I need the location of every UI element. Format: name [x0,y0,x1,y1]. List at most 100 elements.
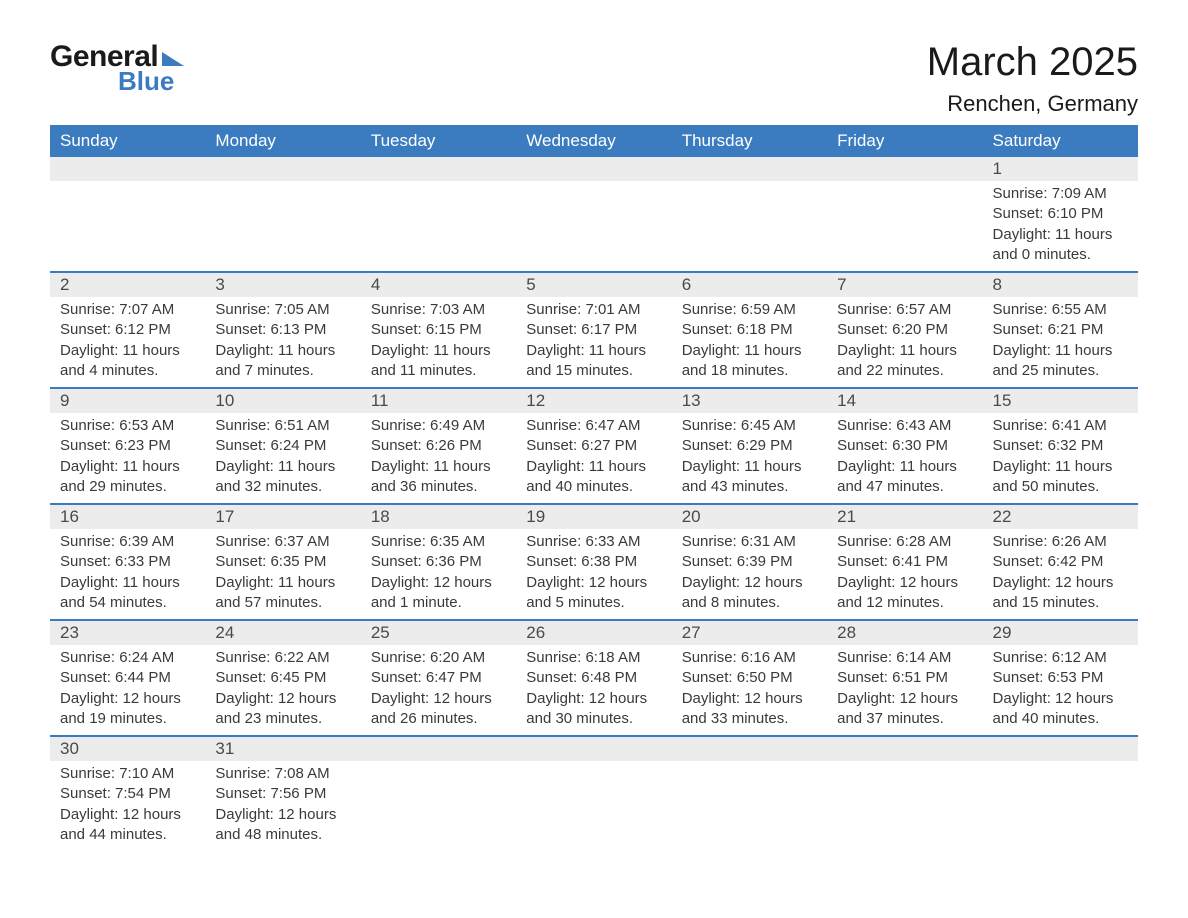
day-info [672,761,827,851]
day-info: Sunrise: 6:20 AMSunset: 6:47 PMDaylight:… [361,645,516,736]
sunset-line: Sunset: 6:36 PM [371,552,506,572]
daylight-line: Daylight: 11 hours and 4 minutes. [60,341,195,382]
sunset-line: Sunset: 6:20 PM [837,320,972,340]
sunrise-line: Sunrise: 6:53 AM [60,416,195,436]
sunset-line: Sunset: 6:41 PM [837,552,972,572]
sunrise-line: Sunrise: 7:03 AM [371,300,506,320]
sunset-line: Sunset: 6:27 PM [526,436,661,456]
daylight-line: Daylight: 11 hours and 7 minutes. [215,341,350,382]
sunset-line: Sunset: 6:39 PM [682,552,817,572]
daylight-line: Daylight: 11 hours and 15 minutes. [526,341,661,382]
day-info: Sunrise: 7:10 AMSunset: 7:54 PMDaylight:… [50,761,205,851]
sunrise-line: Sunrise: 6:26 AM [993,532,1128,552]
day-info: Sunrise: 6:37 AMSunset: 6:35 PMDaylight:… [205,529,360,620]
day-info-row: Sunrise: 7:07 AMSunset: 6:12 PMDaylight:… [50,297,1138,388]
sunset-line: Sunset: 6:42 PM [993,552,1128,572]
day-info [50,181,205,272]
sunrise-line: Sunrise: 7:07 AM [60,300,195,320]
day-info: Sunrise: 6:33 AMSunset: 6:38 PMDaylight:… [516,529,671,620]
sunrise-line: Sunrise: 6:39 AM [60,532,195,552]
day-number: 30 [50,736,205,761]
day-number [827,157,982,181]
sunset-line: Sunset: 6:44 PM [60,668,195,688]
sunset-line: Sunset: 6:51 PM [837,668,972,688]
daylight-line: Daylight: 12 hours and 23 minutes. [215,689,350,730]
day-info-row: Sunrise: 6:53 AMSunset: 6:23 PMDaylight:… [50,413,1138,504]
sunset-line: Sunset: 6:10 PM [993,204,1128,224]
brand-triangle-icon [162,52,184,66]
sunset-line: Sunset: 6:47 PM [371,668,506,688]
sunrise-line: Sunrise: 6:33 AM [526,532,661,552]
day-number [516,736,671,761]
day-number: 24 [205,620,360,645]
calendar-table: Sunday Monday Tuesday Wednesday Thursday… [50,125,1138,851]
col-monday: Monday [205,125,360,157]
location: Renchen, Germany [927,91,1138,117]
sunrise-line: Sunrise: 6:22 AM [215,648,350,668]
day-info: Sunrise: 6:41 AMSunset: 6:32 PMDaylight:… [983,413,1138,504]
sunset-line: Sunset: 6:13 PM [215,320,350,340]
day-number [672,157,827,181]
day-number-row: 9101112131415 [50,388,1138,413]
daylight-line: Daylight: 11 hours and 36 minutes. [371,457,506,498]
day-info: Sunrise: 7:07 AMSunset: 6:12 PMDaylight:… [50,297,205,388]
day-info: Sunrise: 6:45 AMSunset: 6:29 PMDaylight:… [672,413,827,504]
brand-logo: General Blue [50,40,184,97]
day-info: Sunrise: 7:08 AMSunset: 7:56 PMDaylight:… [205,761,360,851]
day-info: Sunrise: 6:47 AMSunset: 6:27 PMDaylight:… [516,413,671,504]
day-number: 11 [361,388,516,413]
day-info: Sunrise: 6:35 AMSunset: 6:36 PMDaylight:… [361,529,516,620]
daylight-line: Daylight: 11 hours and 54 minutes. [60,573,195,614]
sunrise-line: Sunrise: 6:55 AM [993,300,1128,320]
day-info: Sunrise: 6:16 AMSunset: 6:50 PMDaylight:… [672,645,827,736]
day-info [827,181,982,272]
day-info [516,181,671,272]
sunrise-line: Sunrise: 6:59 AM [682,300,817,320]
sunrise-line: Sunrise: 7:10 AM [60,764,195,784]
day-info: Sunrise: 6:24 AMSunset: 6:44 PMDaylight:… [50,645,205,736]
day-info: Sunrise: 6:39 AMSunset: 6:33 PMDaylight:… [50,529,205,620]
sunrise-line: Sunrise: 7:01 AM [526,300,661,320]
sunrise-line: Sunrise: 7:09 AM [993,184,1128,204]
day-info [361,761,516,851]
daylight-line: Daylight: 12 hours and 8 minutes. [682,573,817,614]
day-number: 10 [205,388,360,413]
day-info: Sunrise: 6:57 AMSunset: 6:20 PMDaylight:… [827,297,982,388]
sunset-line: Sunset: 6:32 PM [993,436,1128,456]
daylight-line: Daylight: 12 hours and 37 minutes. [837,689,972,730]
sunrise-line: Sunrise: 6:24 AM [60,648,195,668]
daylight-line: Daylight: 11 hours and 43 minutes. [682,457,817,498]
day-number: 9 [50,388,205,413]
day-number: 19 [516,504,671,529]
sunset-line: Sunset: 6:26 PM [371,436,506,456]
day-number-row: 3031 [50,736,1138,761]
day-number: 17 [205,504,360,529]
day-number-row: 23242526272829 [50,620,1138,645]
day-info: Sunrise: 6:18 AMSunset: 6:48 PMDaylight:… [516,645,671,736]
daylight-line: Daylight: 11 hours and 25 minutes. [993,341,1128,382]
day-info [205,181,360,272]
day-info: Sunrise: 6:31 AMSunset: 6:39 PMDaylight:… [672,529,827,620]
col-sunday: Sunday [50,125,205,157]
day-number: 21 [827,504,982,529]
daylight-line: Daylight: 11 hours and 11 minutes. [371,341,506,382]
sunrise-line: Sunrise: 7:08 AM [215,764,350,784]
sunset-line: Sunset: 6:50 PM [682,668,817,688]
col-saturday: Saturday [983,125,1138,157]
sunset-line: Sunset: 6:24 PM [215,436,350,456]
sunrise-line: Sunrise: 6:28 AM [837,532,972,552]
daylight-line: Daylight: 11 hours and 57 minutes. [215,573,350,614]
day-number: 26 [516,620,671,645]
day-info: Sunrise: 6:51 AMSunset: 6:24 PMDaylight:… [205,413,360,504]
day-info [672,181,827,272]
day-info: Sunrise: 6:59 AMSunset: 6:18 PMDaylight:… [672,297,827,388]
day-number-row: 16171819202122 [50,504,1138,529]
sunrise-line: Sunrise: 6:12 AM [993,648,1128,668]
sunrise-line: Sunrise: 6:37 AM [215,532,350,552]
sunset-line: Sunset: 6:48 PM [526,668,661,688]
day-number: 18 [361,504,516,529]
day-number: 16 [50,504,205,529]
daylight-line: Daylight: 11 hours and 0 minutes. [993,225,1128,266]
sunset-line: Sunset: 6:30 PM [837,436,972,456]
day-info [516,761,671,851]
